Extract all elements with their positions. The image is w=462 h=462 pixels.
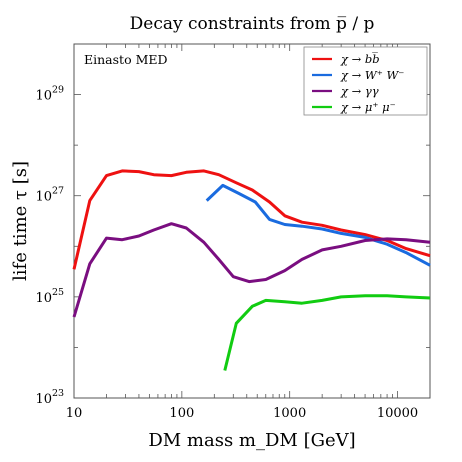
x-tick-label: 10000 — [377, 406, 418, 421]
model-annotation: Einasto MED — [84, 52, 168, 67]
x-tick-label: 100 — [169, 406, 194, 421]
y-tick-label: 10 — [35, 190, 52, 205]
y-tick-label: 10 — [35, 89, 52, 104]
legend-label: χ → γγ — [340, 84, 379, 98]
legend-label: χ → W⁺ W⁻ — [340, 68, 404, 82]
series-line-3 — [223, 294, 431, 371]
axis-ticks — [73, 43, 431, 399]
y-tick-exponent: 29 — [52, 85, 64, 96]
plot-frame — [73, 43, 431, 399]
y-tick-exponent: 27 — [52, 186, 64, 197]
y-tick-exponent: 25 — [52, 287, 64, 298]
x-tick-label: 1000 — [273, 406, 306, 421]
series-line-2 — [72, 222, 431, 318]
legend-label: χ → bb̅ — [340, 52, 380, 66]
x-tick-label: 10 — [66, 406, 83, 421]
y-axis-title: life time τ [s] — [10, 161, 31, 281]
x-axis-title: DM mass m_DM [GeV] — [148, 430, 355, 451]
y-tick-label: 10 — [35, 291, 52, 306]
series-line-1 — [205, 183, 431, 267]
y-tick-label: 10 — [35, 392, 52, 407]
legend: χ → bb̅ χ → W⁺ W⁻ χ → γγ χ → μ⁺ μ⁻ — [303, 46, 428, 116]
y-tick-exponent: 23 — [52, 388, 64, 399]
series-layer — [72, 169, 431, 371]
series-line-0 — [72, 169, 431, 270]
legend-label: χ → μ⁺ μ⁻ — [340, 100, 396, 114]
chart-title: Decay constraints from p̅ / p — [130, 14, 375, 34]
